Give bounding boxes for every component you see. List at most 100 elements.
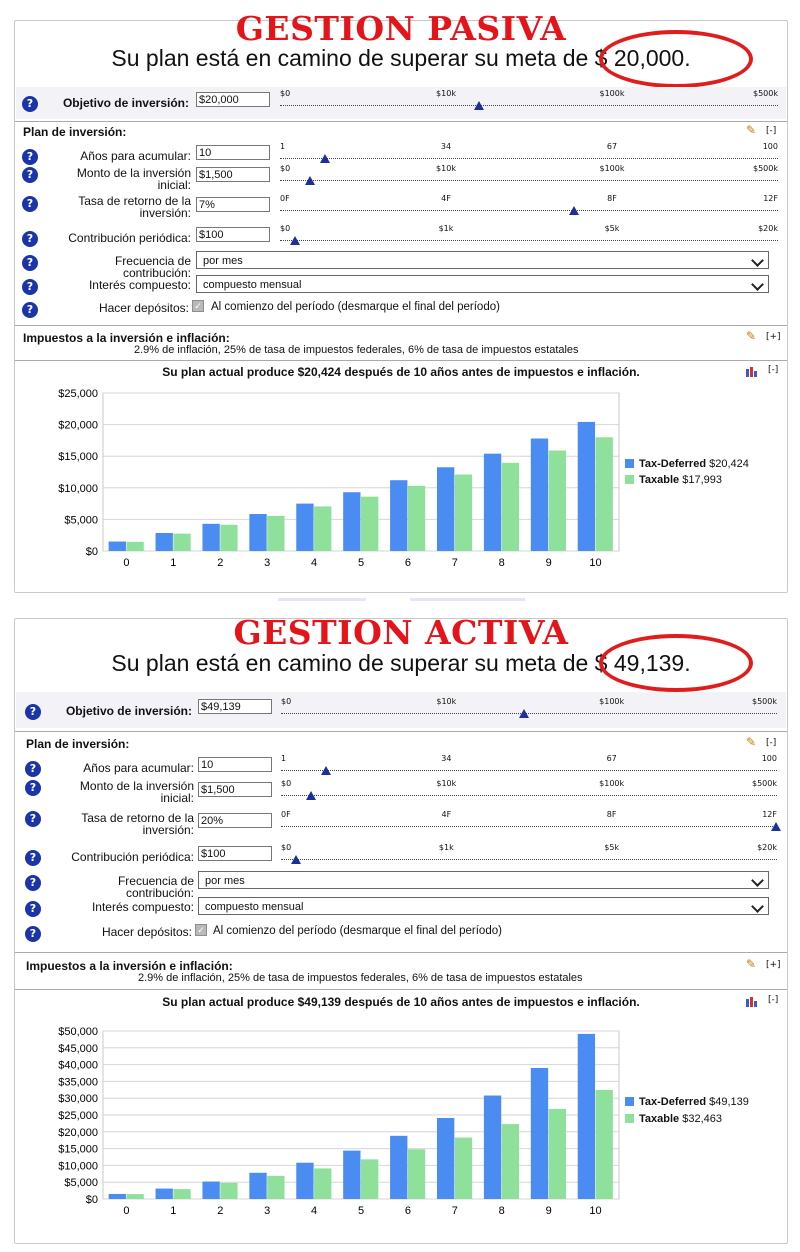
years-slider[interactable]: 1 34 67 100 <box>280 142 778 163</box>
slider-tick-label: $500k <box>753 89 778 98</box>
rate-slider[interactable]: 0F 4F 8F 12F <box>281 810 781 831</box>
slider-tick-label: $10k <box>436 164 456 173</box>
bar-tax-deferred <box>249 514 267 551</box>
question-circle-icon[interactable]: ? <box>25 704 41 720</box>
deposits-label: Hacer depósitos: <box>101 925 192 939</box>
taxes-toggle[interactable]: [+] <box>766 960 781 970</box>
bar-taxable <box>407 1149 426 1199</box>
bar-taxable <box>548 450 566 551</box>
bar-chart-icon[interactable] <box>746 367 760 377</box>
y-tick-label: $0 <box>86 1194 98 1206</box>
bar-tax-deferred <box>202 523 220 551</box>
question-circle-icon[interactable]: ? <box>22 302 38 318</box>
question-circle-icon[interactable]: ? <box>25 850 41 866</box>
x-tick-label: 7 <box>452 557 458 569</box>
rate-input[interactable]: 20% <box>198 813 272 828</box>
pencil-icon[interactable]: ✎ <box>746 957 757 971</box>
growth-bar-chart: $0 $5,000 $10,000 $15,000 $20,000 $25,000 0 1 2 3… <box>58 388 620 569</box>
slider-tick-label: $1k <box>438 843 454 852</box>
slider-tick-label: 100 <box>761 754 777 763</box>
question-circle-icon[interactable]: ? <box>25 875 41 891</box>
question-circle-icon[interactable]: ? <box>22 196 38 212</box>
pencil-icon[interactable]: ✎ <box>746 123 757 137</box>
years-slider[interactable]: 1 34 67 100 <box>281 754 777 775</box>
question-circle-icon[interactable]: ? <box>22 96 38 112</box>
bar-taxable <box>173 1189 191 1199</box>
bar-chart-icon[interactable] <box>746 997 760 1007</box>
question-circle-icon[interactable]: ? <box>25 780 41 796</box>
question-circle-icon[interactable]: ? <box>25 761 41 777</box>
y-tick-label: $30,000 <box>58 1093 98 1105</box>
question-circle-icon[interactable]: ? <box>22 149 38 165</box>
slider-thumb[interactable] <box>305 791 316 800</box>
bar-taxable <box>361 1159 379 1199</box>
bar-taxable <box>595 437 613 551</box>
slider-thumb[interactable] <box>474 101 485 110</box>
chart-toggle[interactable]: [-] <box>768 995 779 1005</box>
legend-value: $49,139 <box>709 1096 749 1108</box>
frequency-value: por mes <box>205 875 245 887</box>
frequency-select[interactable]: por mes <box>196 251 769 269</box>
legend-item-taxable: Taxable $17,993 <box>625 474 722 486</box>
panel-heading: GESTION ACTIVA <box>233 613 569 652</box>
question-circle-icon[interactable]: ? <box>25 926 41 942</box>
contribution-input[interactable]: $100 <box>196 227 270 242</box>
objective-slider[interactable]: $0 $10k $100k $500k <box>281 697 777 718</box>
initial-slider[interactable]: $0 $10k $100k $500k <box>281 779 777 800</box>
deposits-checkbox[interactable]: ✓ <box>192 300 204 312</box>
taxes-toggle[interactable]: [+] <box>766 332 781 342</box>
frequency-select[interactable]: por mes <box>198 871 769 889</box>
initial-input[interactable]: $1,500 <box>196 167 270 182</box>
y-tick-label: $10,000 <box>58 483 98 495</box>
y-tick-label: $45,000 <box>58 1043 98 1055</box>
pencil-icon[interactable]: ✎ <box>746 735 757 749</box>
contribution-input[interactable]: $100 <box>198 846 272 861</box>
question-circle-icon[interactable]: ? <box>25 811 41 827</box>
question-circle-icon[interactable]: ? <box>22 279 38 295</box>
slider-thumb[interactable] <box>320 766 331 775</box>
contribution-label: Contribución periódica: <box>68 231 191 245</box>
question-circle-icon[interactable]: ? <box>22 255 38 271</box>
years-input[interactable]: 10 <box>196 145 270 160</box>
question-circle-icon[interactable]: ? <box>22 167 38 183</box>
bar-taxable <box>501 1124 520 1199</box>
frequency-value: por mes <box>203 255 243 267</box>
plan-toggle[interactable]: [-] <box>766 126 777 136</box>
pencil-icon[interactable]: ✎ <box>746 329 757 343</box>
compound-select[interactable]: compuesto mensual <box>198 897 769 915</box>
bar-tax-deferred <box>436 1118 455 1199</box>
slider-thumb[interactable] <box>771 822 781 831</box>
rate-input[interactable]: 7% <box>196 197 270 212</box>
question-circle-icon[interactable]: ? <box>22 231 38 247</box>
question-circle-icon[interactable]: ? <box>25 901 41 917</box>
compound-select[interactable]: compuesto mensual <box>196 275 769 293</box>
deposits-checkbox[interactable]: ✓ <box>195 924 207 936</box>
initial-input[interactable]: $1,500 <box>198 782 272 797</box>
plan-toggle[interactable]: [-] <box>766 738 777 748</box>
legend-swatch <box>625 475 634 484</box>
slider-thumb[interactable] <box>568 206 579 215</box>
initial-slider[interactable]: $0 $10k $100k $500k <box>280 164 778 185</box>
slider-thumb[interactable] <box>290 855 301 864</box>
slider-tick-label: 100 <box>762 142 778 151</box>
x-tick-label: 7 <box>452 1205 458 1217</box>
chevron-down-icon <box>751 254 764 267</box>
goal-headline: Su plan está en camino de superar su met… <box>111 650 691 676</box>
slider-thumb[interactable] <box>289 236 300 245</box>
objective-input[interactable]: $49,139 <box>198 699 272 714</box>
slider-thumb[interactable] <box>519 709 530 718</box>
objective-slider[interactable]: $0 $10k $100k $500k <box>280 89 778 110</box>
years-input[interactable]: 10 <box>198 757 272 772</box>
slider-tick-label: $0 <box>281 697 292 706</box>
x-tick-label: 1 <box>170 1205 176 1217</box>
objective-input[interactable]: $20,000 <box>196 92 270 107</box>
slider-tick-label: 0F <box>281 810 291 819</box>
bar-tax-deferred <box>296 1162 314 1199</box>
slider-thumb[interactable] <box>304 176 315 185</box>
contribution-slider[interactable]: $0 $1k $5k $20k <box>281 843 777 864</box>
slider-thumb[interactable] <box>319 154 330 163</box>
rate-slider[interactable]: 0F 4F 8F 12F <box>280 194 778 215</box>
contribution-slider[interactable]: $0 $1k $5k $20k <box>280 224 778 245</box>
slider-tick-label: $0 <box>280 164 291 173</box>
chart-toggle[interactable]: [-] <box>768 365 779 375</box>
